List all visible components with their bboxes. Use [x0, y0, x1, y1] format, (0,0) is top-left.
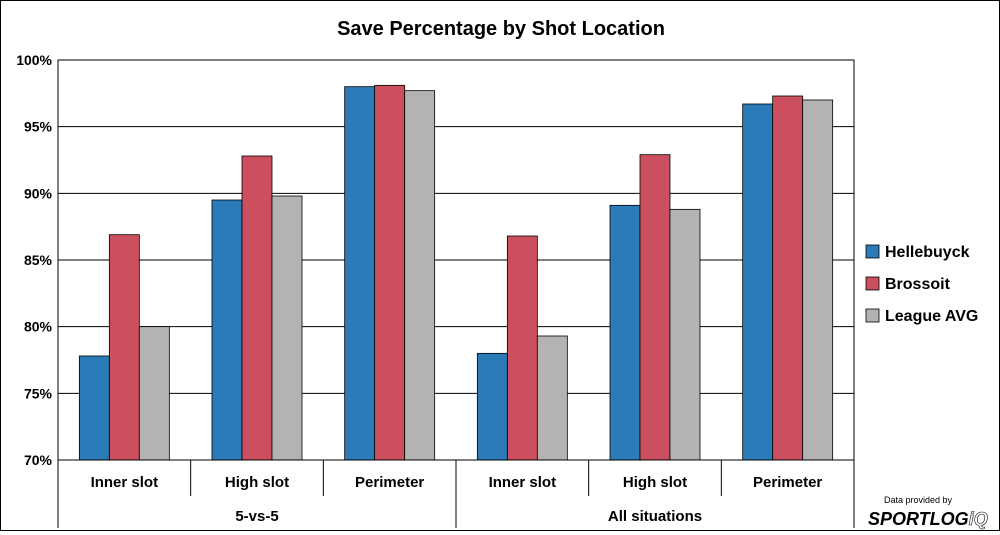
category-label: Inner slot [489, 474, 557, 491]
chart-title: Save Percentage by Shot Location [337, 18, 665, 40]
legend-label: Brossoit [885, 276, 951, 293]
y-tick-label: 90% [24, 185, 53, 201]
y-tick-label: 70% [24, 452, 53, 468]
legend-label: Hellebuyck [885, 244, 970, 261]
gridlines [58, 59, 854, 461]
data-credit: Data provided by SPORTLOGiQ [868, 495, 988, 529]
y-tick-label: 100% [16, 52, 52, 68]
credit-prefix: Data provided by [884, 495, 953, 505]
credit-brand-suffix: iQ [969, 509, 988, 529]
bar-league-avg [536, 335, 568, 461]
bar-hellebuyck [211, 199, 243, 461]
category-label: High slot [623, 474, 687, 491]
bar-brossoit [639, 154, 671, 461]
bar-hellebuyck [742, 103, 774, 461]
bar-hellebuyck [344, 86, 376, 461]
bar-league-avg [271, 195, 303, 461]
legend-swatch-hellebuyck [865, 244, 880, 259]
bar-hellebuyck [78, 355, 110, 461]
group-label: 5-vs-5 [235, 508, 278, 525]
y-tick-label: 95% [24, 119, 53, 135]
bar-league-avg [138, 326, 170, 461]
bar-brossoit [241, 155, 273, 461]
axes: 70% 75% 80% 85% 90% 95% 100% Inner slot High slo… [16, 52, 855, 528]
legend-label: League AVG [885, 308, 978, 325]
bar-brossoit [108, 234, 140, 461]
category-label: High slot [225, 474, 289, 491]
bar-league-avg [404, 90, 436, 461]
bar-league-avg [802, 99, 834, 461]
y-tick-label: 85% [24, 252, 53, 268]
category-label: Perimeter [753, 474, 822, 491]
bar-brossoit [506, 235, 538, 461]
legend-swatch-brossoit [865, 276, 880, 291]
bars [78, 84, 834, 461]
credit-brand-name: SPORTLOG [868, 509, 969, 529]
bar-league-avg [669, 208, 701, 461]
bar-hellebuyck [609, 204, 641, 461]
legend-swatch-league-avg [865, 308, 880, 323]
credit-brand: SPORTLOGiQ [868, 509, 988, 529]
y-tick-label: 75% [24, 385, 53, 401]
group-label: All situations [608, 508, 702, 525]
y-tick-label: 80% [24, 319, 53, 335]
bar-brossoit [772, 95, 804, 461]
bar-hellebuyck [476, 352, 508, 461]
bar-brossoit [374, 84, 406, 461]
category-label: Inner slot [91, 474, 159, 491]
category-label: Perimeter [355, 474, 424, 491]
legend: Hellebuyck Brossoit League AVG [865, 244, 978, 325]
